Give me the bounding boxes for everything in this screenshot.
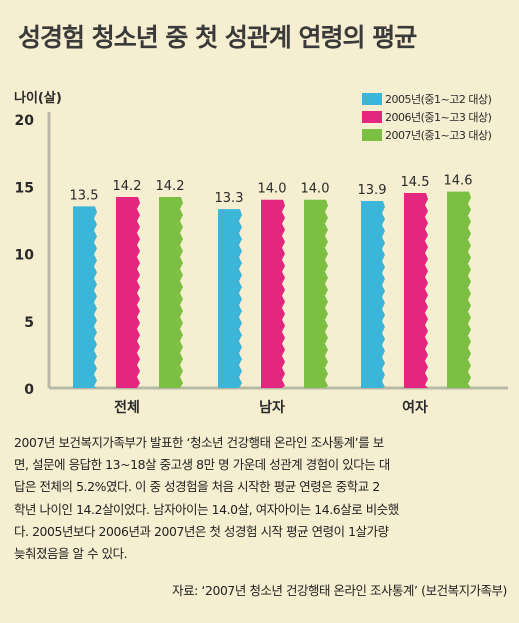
bar-value-label: 13.5 xyxy=(70,188,99,203)
y-tick-label: 15 xyxy=(15,180,34,196)
bar-value-label: 14.6 xyxy=(444,174,473,189)
bar-value-label: 14.0 xyxy=(301,182,330,197)
category-label: 전체 xyxy=(114,399,140,416)
bars-group xyxy=(73,191,471,388)
description-line: 다. 2005년보다 2006년과 2007년은 첫 성경험 시작 평균 연령이… xyxy=(14,523,389,539)
value-labels: 13.5 14.2 14.2 13.3 14.0 14.0 13.9 14.5 14.6 xyxy=(70,174,473,206)
description-line: 학년 나이인 14.2살이었다. 남자아이는 14.0살, 여자아이는 14.6… xyxy=(14,501,399,517)
bar xyxy=(116,197,140,388)
legend-swatch xyxy=(362,93,382,105)
chart-title: 성경험 청소년 중 첫 성관계 연령의 평균 xyxy=(18,23,417,52)
legend-label: 2005년(중1~고2 대상) xyxy=(385,93,492,106)
description-line: 답은 전체의 5.2%였다. 이 중 성경험을 처음 시작한 평균 연령은 중학… xyxy=(14,479,380,495)
bar xyxy=(261,199,285,388)
bar-value-label: 13.3 xyxy=(215,191,244,206)
category-label: 남자 xyxy=(259,399,285,416)
bar-value-label: 14.2 xyxy=(113,179,142,194)
description-line: 면, 설문에 응답한 13~18살 중고생 8만 명 가운데 성관계 경험이 있… xyxy=(14,457,390,473)
bar xyxy=(218,209,242,388)
bar-value-label: 14.2 xyxy=(156,179,185,194)
y-tick-label: 10 xyxy=(15,248,35,264)
bar xyxy=(73,206,97,388)
legend-swatch xyxy=(362,129,382,141)
bar xyxy=(159,197,183,388)
y-axis-label: 나이(살) xyxy=(14,90,62,106)
bar xyxy=(447,191,471,388)
legend-label: 2006년(중1~고3 대상) xyxy=(385,111,492,124)
bar xyxy=(404,192,428,388)
bar-value-label: 14.0 xyxy=(258,182,287,197)
source-note: 자료: ‘2007년 청소년 건강행태 온라인 조사통계’ (보건복지가족부) xyxy=(172,583,507,598)
y-tick-label: 20 xyxy=(15,113,35,129)
bar xyxy=(361,201,385,388)
bar-value-label: 13.9 xyxy=(358,183,387,198)
description-line: 늦춰졌음을 알 수 있다. xyxy=(14,546,128,562)
category-label: 여자 xyxy=(402,399,428,416)
description: 2007년 보건복지가족부가 발표한 ‘청소년 건강행태 온라인 조사통계’를 … xyxy=(14,432,510,565)
y-tick-label: 5 xyxy=(24,315,34,331)
legend-swatch xyxy=(362,111,382,123)
legend: 2005년(중1~고2 대상) 2006년(중1~고3 대상) 2007년(중1~고… xyxy=(362,93,492,142)
y-ticks: 0 5 10 15 20 xyxy=(15,113,35,398)
y-tick-label: 0 xyxy=(24,382,34,398)
description-line: 2007년 보건복지가족부가 발표한 ‘청소년 건강행태 온라인 조사통계’를 … xyxy=(14,435,384,450)
category-labels: 전체 남자 여자 xyxy=(114,399,428,416)
legend-label: 2007년(중1~고3 대상) xyxy=(385,129,492,142)
bar-value-label: 14.5 xyxy=(401,175,430,190)
bar xyxy=(304,199,328,388)
